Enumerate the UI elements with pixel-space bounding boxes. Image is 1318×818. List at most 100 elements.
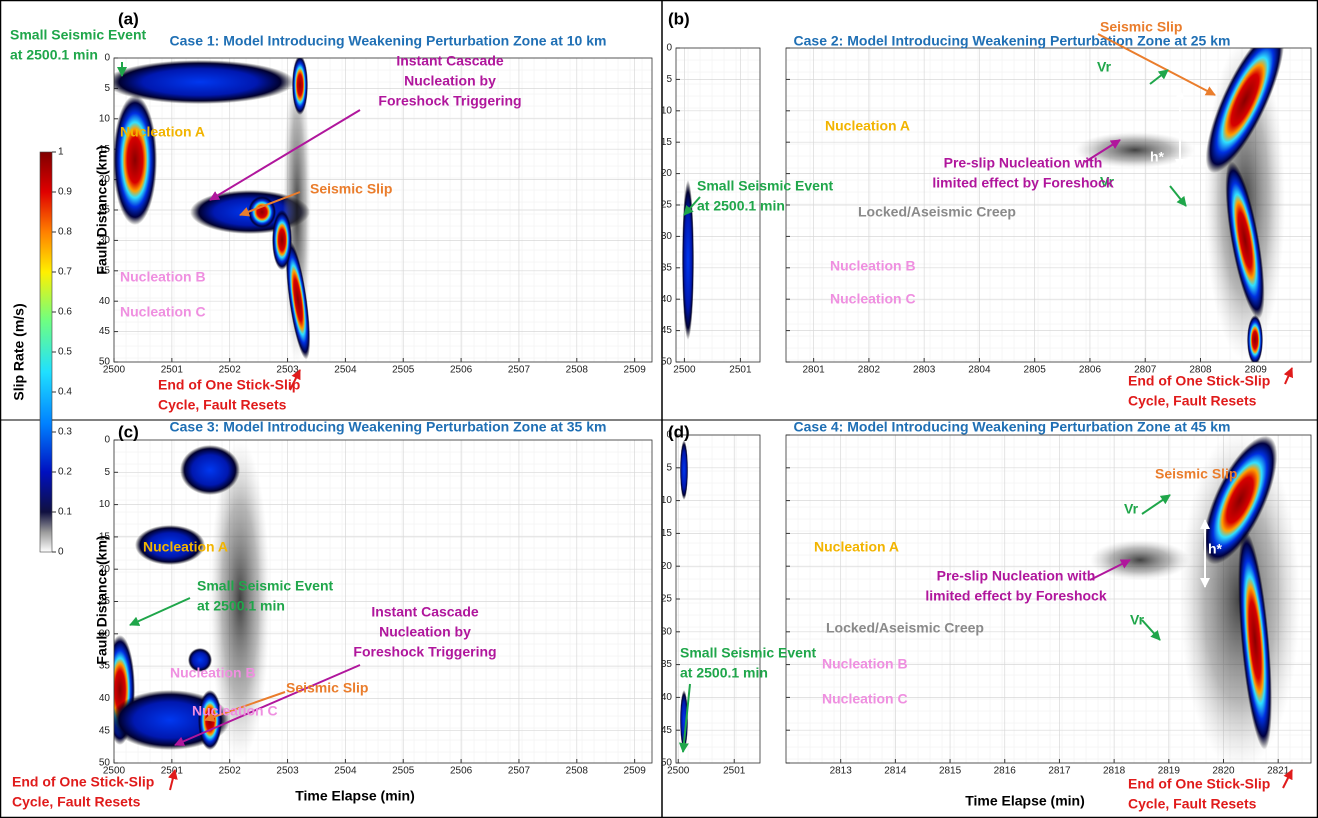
annotation: Nucleation B	[170, 665, 256, 681]
y-tick-label: 0	[104, 53, 110, 64]
annotation: Nucleation A	[814, 539, 899, 555]
y-tick-label: 15	[661, 137, 673, 148]
panel-title: Case 2: Model Introducing Weakening Pert…	[794, 33, 1231, 49]
annotation: Foreshock Triggering	[353, 644, 496, 660]
y-tick-label: 45	[99, 326, 111, 337]
annotation: at 2500.1 min	[697, 198, 785, 214]
x-tick-label: 2507	[508, 365, 531, 376]
y-tick-label: 45	[661, 725, 673, 736]
panel-label: (c)	[118, 422, 139, 441]
colorbar-tick-label: 0.8	[58, 227, 72, 238]
annotation: Vr	[1124, 501, 1139, 517]
x-tick-label: 2804	[968, 365, 991, 376]
x-tick-label: 2506	[450, 365, 473, 376]
annotation: Seismic Slip	[286, 680, 368, 696]
colorbar-tick-label: 1	[58, 147, 64, 158]
y-tick-label: 30	[661, 231, 673, 242]
annotation: Nucleation B	[120, 269, 206, 285]
x-tick-label: 2802	[858, 365, 881, 376]
annotation: Nucleation by	[404, 73, 496, 89]
heat-blob	[113, 95, 157, 225]
annotation: End of One Stick-Slip	[12, 774, 154, 790]
page: Slip Rate (m/s) 00.10.20.30.40.50.60.70.…	[0, 0, 1318, 818]
y-tick-label: 35	[661, 659, 673, 670]
annotation: Nucleation A	[120, 124, 205, 140]
x-tick-label: 2502	[219, 365, 242, 376]
arrow	[1285, 368, 1292, 384]
y-tick-label: 20	[661, 561, 673, 572]
x-tick-label: 2501	[729, 365, 752, 376]
colorbar-tick-label: 0.4	[58, 387, 72, 398]
y-tick-label: 10	[99, 499, 111, 510]
annotation: Locked/Aseismic Creep	[826, 620, 984, 636]
colorbar-tick-label: 0.9	[58, 187, 72, 198]
y-axis-label: Fault Distance (km)	[94, 145, 110, 274]
colorbar-tick-label: 0.3	[58, 427, 72, 438]
annotation: End of One Stick-Slip	[1128, 373, 1270, 389]
y-tick-label: 40	[661, 294, 673, 305]
x-tick-label: 2500	[673, 365, 696, 376]
annotation: End of One Stick-Slip	[1128, 776, 1270, 792]
y-tick-label: 35	[661, 262, 673, 273]
x-tick-label: 2505	[392, 766, 415, 777]
y-tick-label: 25	[661, 200, 673, 211]
panel-title: Case 3: Model Introducing Weakening Pert…	[170, 419, 607, 435]
y-tick-label: 40	[99, 296, 111, 307]
y-tick-label: 30	[661, 626, 673, 637]
annotation: Foreshock Triggering	[378, 93, 521, 109]
x-tick-label: 2508	[566, 766, 589, 777]
annotation: Nucleation A	[825, 118, 910, 134]
colorbar-tick-label: 0.1	[58, 507, 72, 518]
y-tick-label: 45	[99, 725, 111, 736]
heat-blob	[682, 180, 694, 340]
x-tick-label: 2501	[161, 365, 184, 376]
y-tick-label: 5	[666, 462, 672, 473]
panel-title: Case 1: Model Introducing Weakening Pert…	[170, 33, 607, 49]
x-tick-label: 2816	[994, 766, 1017, 777]
x-tick-label: 2506	[450, 766, 473, 777]
y-tick-label: 15	[661, 528, 673, 539]
x-tick-label: 2815	[939, 766, 962, 777]
y-tick-label: 5	[666, 74, 672, 85]
x-tick-label: 2818	[1103, 766, 1126, 777]
annotation: Small Seismic Event	[697, 178, 834, 194]
annotation: Nucleation C	[830, 291, 916, 307]
y-tick-label: 40	[661, 692, 673, 703]
annotation: at 2500.1 min	[197, 598, 285, 614]
annotation: Cycle, Fault Resets	[12, 794, 141, 810]
colorbar-label: Slip Rate (m/s)	[11, 303, 27, 400]
colorbar-tick-label: 0	[58, 547, 64, 558]
x-tick-label: 2814	[884, 766, 907, 777]
colorbar-tick-label: 0.5	[58, 347, 72, 358]
x-tick-label: 2803	[913, 365, 936, 376]
annotation: Vr	[1130, 612, 1145, 628]
x-tick-label: 2504	[334, 766, 357, 777]
heat-blob	[292, 55, 308, 115]
x-tick-label: 2509	[624, 365, 647, 376]
y-tick-label: 5	[104, 467, 110, 478]
annotation: h*	[1208, 541, 1223, 557]
x-tick-label: 2509	[624, 766, 647, 777]
panel-label: (a)	[118, 9, 139, 28]
annotation: Instant Cascade	[396, 53, 504, 69]
y-tick-label: 50	[99, 357, 111, 368]
x-tick-label: 2501	[161, 766, 184, 777]
annotation: at 2500.1 min	[10, 47, 98, 63]
y-tick-label: 50	[661, 357, 673, 368]
heat-blob	[272, 210, 292, 270]
annotation: Pre-slip Nucleation with	[937, 568, 1096, 584]
annotation: Instant Cascade	[371, 604, 479, 620]
y-tick-label: 5	[104, 83, 110, 94]
y-tick-label: 20	[661, 168, 673, 179]
annotation: Nucleation C	[192, 703, 278, 719]
x-tick-label: 2821	[1267, 766, 1290, 777]
colorbar-tick-label: 0.7	[58, 267, 72, 278]
annotation: Nucleation B	[822, 656, 908, 672]
heat-blob	[680, 440, 688, 500]
heat-blob	[248, 196, 276, 228]
y-tick-label: 0	[666, 43, 672, 54]
x-tick-label: 2817	[1048, 766, 1071, 777]
annotation: Nucleation C	[822, 691, 908, 707]
panel-title: Case 4: Model Introducing Weakening Pert…	[794, 419, 1231, 435]
annotation: Small Seismic Event	[680, 645, 817, 661]
